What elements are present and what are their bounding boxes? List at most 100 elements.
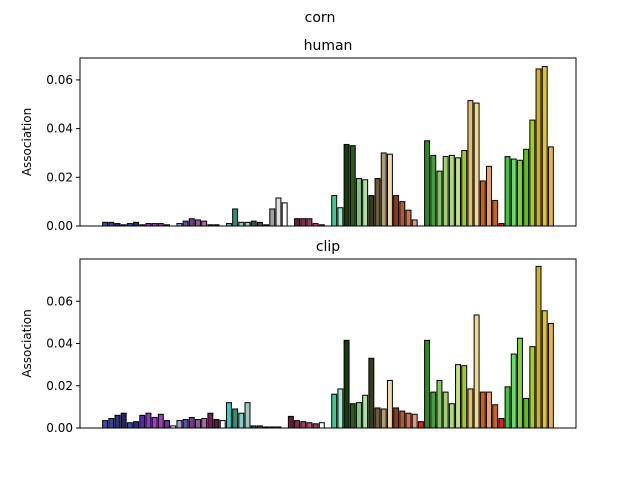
bar xyxy=(498,417,505,429)
bar xyxy=(275,197,282,227)
bar xyxy=(417,421,424,429)
bar xyxy=(318,422,325,429)
bar xyxy=(424,339,431,429)
bar xyxy=(541,66,548,227)
bar xyxy=(157,413,164,429)
bar xyxy=(436,379,443,429)
bar xyxy=(331,393,338,429)
bar xyxy=(473,102,480,227)
bar xyxy=(504,386,511,429)
bar xyxy=(510,158,517,227)
bar xyxy=(219,420,226,429)
bar xyxy=(374,178,381,227)
bar xyxy=(337,207,344,227)
bar xyxy=(238,221,245,227)
y-tick-label: 0.00 xyxy=(46,219,73,233)
bar xyxy=(473,314,480,429)
bar xyxy=(225,402,232,429)
bar xyxy=(151,416,158,429)
bar xyxy=(430,154,437,227)
bar xyxy=(461,150,468,227)
bar xyxy=(188,416,195,429)
bar xyxy=(355,178,362,227)
bar xyxy=(362,179,369,227)
bar xyxy=(393,407,400,429)
bar xyxy=(448,403,455,429)
bar xyxy=(139,414,146,429)
bar xyxy=(355,402,362,429)
bar xyxy=(349,403,356,429)
bar xyxy=(343,143,350,227)
bar xyxy=(362,394,369,429)
bar xyxy=(102,221,109,227)
bar xyxy=(182,220,189,227)
bar xyxy=(182,419,189,429)
y-tick-label: 0.04 xyxy=(46,337,73,351)
bar xyxy=(486,165,492,227)
bar xyxy=(256,221,263,227)
bar xyxy=(133,221,140,227)
y-axis-label: Association xyxy=(20,108,34,176)
bar xyxy=(232,208,239,227)
bar xyxy=(368,357,375,429)
bar xyxy=(201,417,208,429)
bar xyxy=(405,412,412,429)
bar xyxy=(430,391,437,429)
bar xyxy=(343,339,350,429)
bar xyxy=(294,420,301,429)
bar xyxy=(436,170,443,227)
bar xyxy=(133,421,140,429)
bar xyxy=(164,420,170,429)
bar xyxy=(492,404,499,429)
bar xyxy=(405,209,412,227)
bar xyxy=(331,195,338,227)
bar xyxy=(306,218,313,227)
bar xyxy=(188,218,195,227)
bar xyxy=(126,422,133,429)
bar xyxy=(374,407,381,429)
bar xyxy=(467,388,474,429)
bar xyxy=(448,154,455,227)
panel-title: human xyxy=(304,38,353,54)
bar xyxy=(529,346,536,429)
panel-human: 0.00 0.02 0.04 0.06 human Association xyxy=(20,38,577,233)
bar xyxy=(386,379,393,429)
y-axis-label: Association xyxy=(20,309,34,377)
bar xyxy=(120,412,127,429)
y-tick-label: 0.04 xyxy=(46,122,73,136)
bar xyxy=(380,152,387,227)
bar xyxy=(523,397,530,429)
bar xyxy=(232,408,239,429)
bar xyxy=(516,159,523,227)
bar xyxy=(244,402,251,429)
bar xyxy=(337,388,344,429)
bar xyxy=(424,140,431,227)
panel-title: clip xyxy=(316,239,340,255)
bar xyxy=(504,156,511,227)
bar xyxy=(547,322,554,429)
bar xyxy=(201,220,208,227)
bar xyxy=(108,417,115,429)
bar xyxy=(244,221,251,227)
bar xyxy=(194,419,201,429)
bar xyxy=(523,148,530,227)
bar xyxy=(207,412,214,429)
bar xyxy=(516,337,523,429)
bar xyxy=(455,364,462,429)
bar xyxy=(287,415,294,429)
bar xyxy=(393,195,400,227)
bar xyxy=(547,146,554,227)
bar xyxy=(300,218,307,227)
bar xyxy=(269,208,276,227)
bar xyxy=(213,419,220,429)
bar xyxy=(455,157,462,227)
bar xyxy=(411,413,418,429)
y-tick-label: 0.00 xyxy=(46,421,73,435)
bar xyxy=(399,410,406,429)
y-tick-label: 0.02 xyxy=(46,379,73,393)
bar xyxy=(479,180,486,227)
bar xyxy=(411,219,418,227)
axes-frame xyxy=(79,258,577,429)
bar xyxy=(529,119,536,227)
bar xyxy=(535,68,542,227)
